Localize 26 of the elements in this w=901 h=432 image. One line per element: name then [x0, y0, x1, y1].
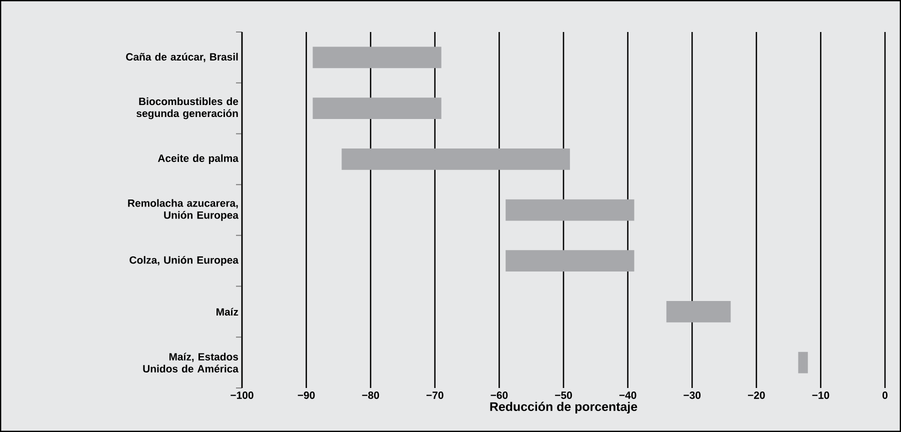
bar — [312, 98, 442, 119]
bar — [342, 148, 570, 170]
y-tick-label: Remolacha azucarera, Unión Europea — [128, 199, 239, 221]
x-tick-label: −30 — [684, 392, 701, 399]
x-tick-label: −90 — [298, 392, 315, 399]
x-tick-label: −50 — [555, 392, 572, 399]
bar — [312, 46, 442, 68]
x-tick-label: −70 — [426, 392, 444, 399]
x-tick-label: −10 — [812, 392, 830, 399]
x-tick-label: 0 — [882, 392, 888, 399]
y-tick-label: Aceite de palma — [158, 154, 239, 164]
x-tick-label: −100 — [230, 392, 254, 399]
bar — [506, 250, 634, 272]
x-tick-label: −80 — [362, 392, 380, 399]
y-tick-label: Caña de azúcar, Brasil — [126, 52, 238, 62]
y-tick-label: Colza, Unión Europea — [130, 256, 239, 266]
x-tick-label: −20 — [748, 392, 765, 399]
x-axis-title: Reducción de porcentaje — [490, 402, 638, 414]
y-tick-label: Maíz — [216, 308, 238, 316]
y-tick-label: Maíz, Estados Unidos de América — [143, 352, 239, 372]
x-tick-label: −60 — [490, 392, 508, 399]
bar — [798, 352, 808, 374]
bar — [506, 199, 634, 221]
bar — [666, 301, 731, 322]
x-tick-label: −40 — [619, 392, 636, 399]
y-tick-label: Biocombustibles de segunda generación — [136, 97, 238, 120]
